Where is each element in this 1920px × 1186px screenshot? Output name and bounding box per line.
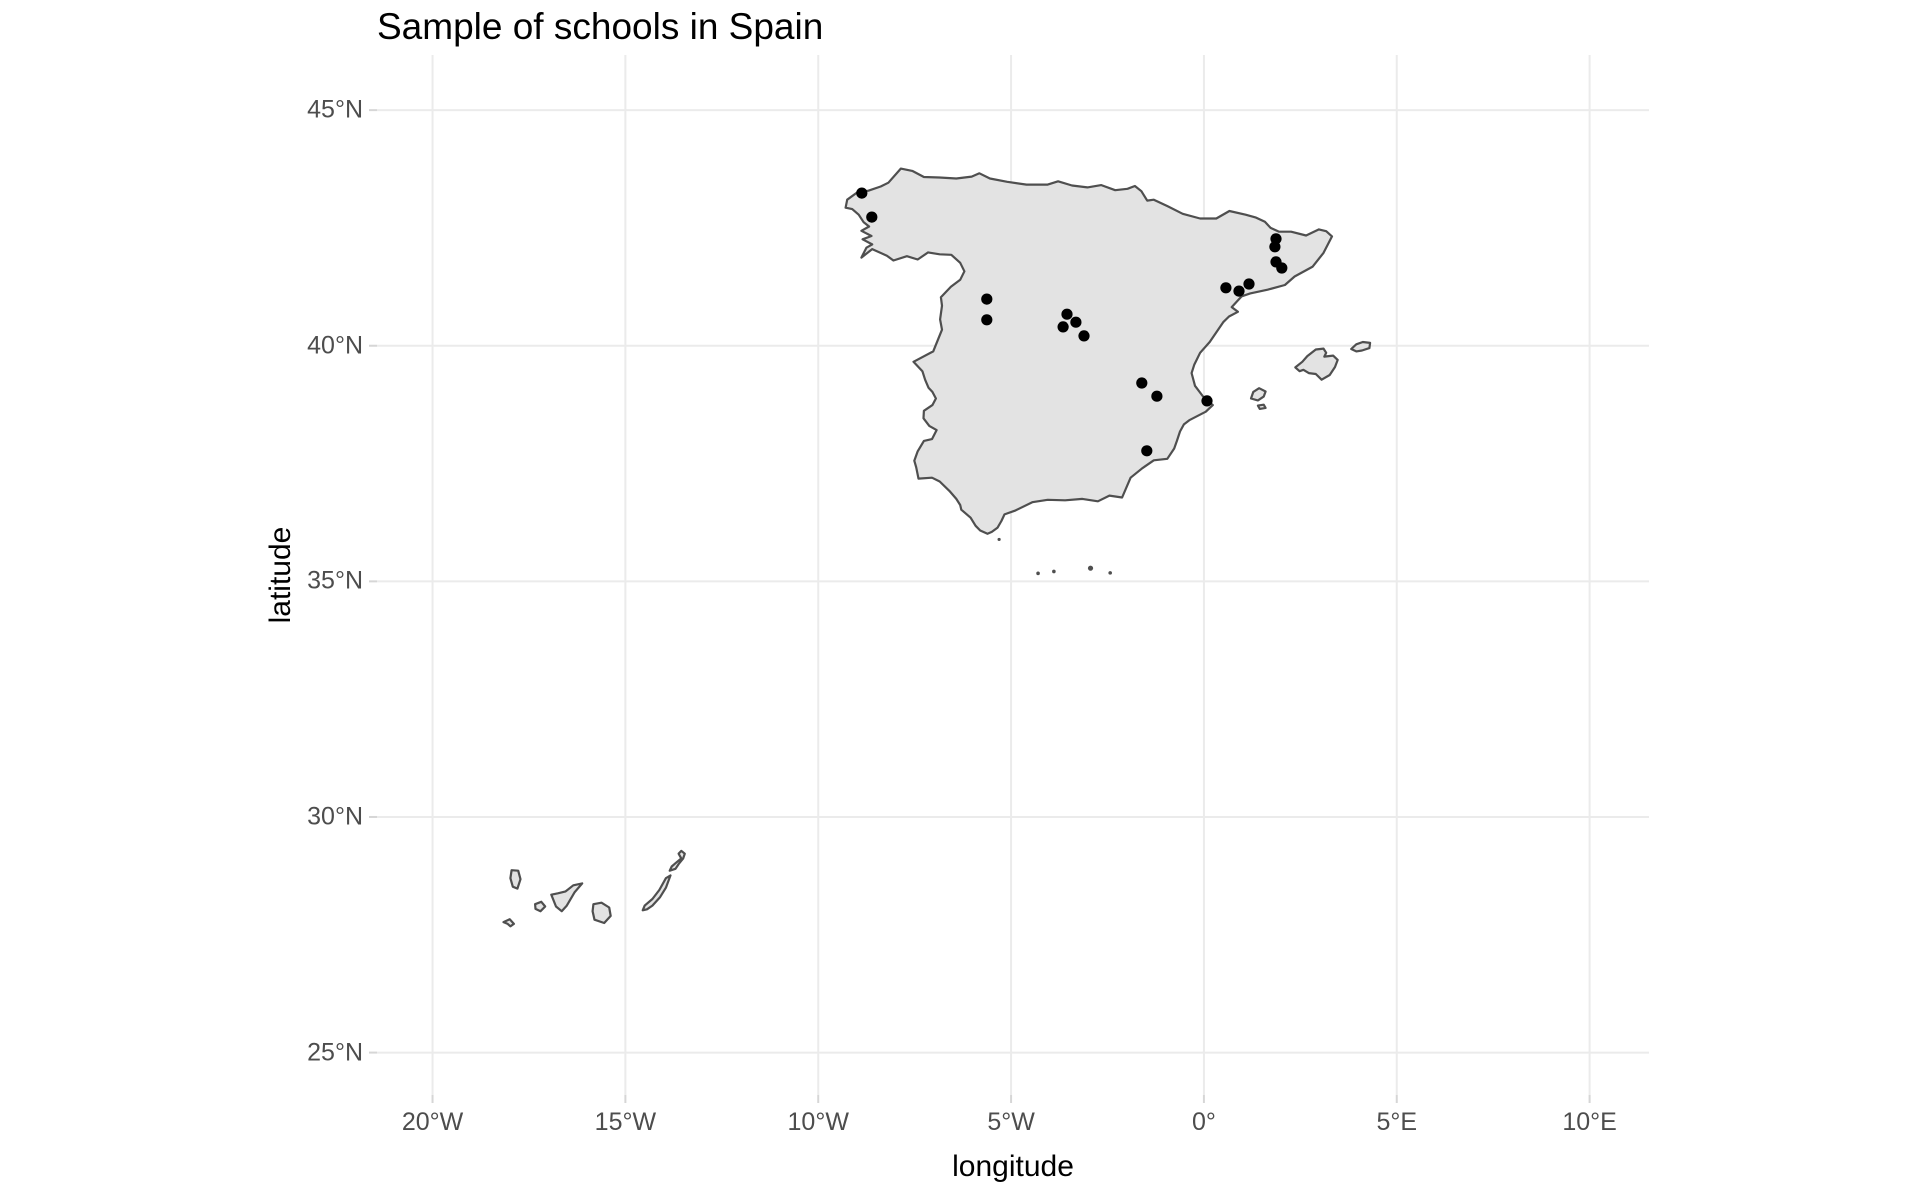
land-polygon-lanzarote (668, 849, 686, 872)
x-tick-label: 15°W (594, 1108, 657, 1136)
land-polygon-el-hierro (502, 918, 515, 928)
land-polygon-spain-mainland (844, 167, 1334, 535)
land-polygon-menorca (1350, 340, 1372, 353)
school-point (981, 293, 993, 305)
land-speck-alhucemas (1052, 569, 1056, 574)
school-point (1276, 262, 1288, 274)
x-tick-label: 0° (1191, 1108, 1216, 1136)
x-tick-label: 5°E (1376, 1108, 1418, 1136)
land-polygon-fuerteventura (641, 874, 672, 912)
land-speck-velez (1036, 571, 1040, 576)
land-polygon-formentera (1256, 403, 1267, 410)
land-speck-ceuta (997, 537, 1001, 542)
school-point (856, 187, 868, 199)
school-point (1070, 316, 1082, 328)
school-point (1078, 330, 1090, 342)
x-axis-title: longitude (952, 1150, 1074, 1183)
x-tick-label: 20°W (401, 1108, 464, 1136)
x-tick-label: 10°E (1562, 1108, 1617, 1136)
plot-title: Sample of schools in Spain (377, 6, 824, 47)
land-polygon-mallorca (1294, 347, 1339, 381)
y-tick-label: 40°N (307, 331, 363, 360)
land-polygon-gran-canaria (591, 901, 612, 925)
school-point (1220, 282, 1232, 294)
land-speck-melilla (1087, 565, 1094, 571)
y-axis-title: latitude (264, 526, 297, 624)
y-tick-label: 45°N (307, 95, 363, 124)
y-tick-label: 35°N (307, 566, 363, 595)
school-point (1141, 445, 1153, 457)
y-tick-label: 30°N (307, 802, 363, 831)
land-polygon-ibiza (1249, 387, 1267, 402)
school-point (1136, 377, 1148, 389)
y-tick-label: 25°N (307, 1038, 363, 1067)
school-point (866, 211, 878, 223)
land-polygon-la-palma (509, 869, 522, 890)
x-tick-label: 5°W (987, 1108, 1035, 1136)
school-point (981, 314, 993, 326)
school-point (1151, 390, 1163, 402)
school-point (1061, 308, 1073, 320)
x-tick-label: 10°W (787, 1108, 849, 1136)
school-point (1233, 285, 1245, 297)
land-polygon-la-gomera (534, 900, 547, 913)
school-point (1269, 241, 1281, 253)
school-point (1057, 321, 1069, 333)
land-polygon-tenerife (550, 882, 584, 913)
school-point (1201, 395, 1213, 407)
land-speck-chafarinas (1108, 571, 1112, 575)
school-point (1243, 278, 1255, 290)
